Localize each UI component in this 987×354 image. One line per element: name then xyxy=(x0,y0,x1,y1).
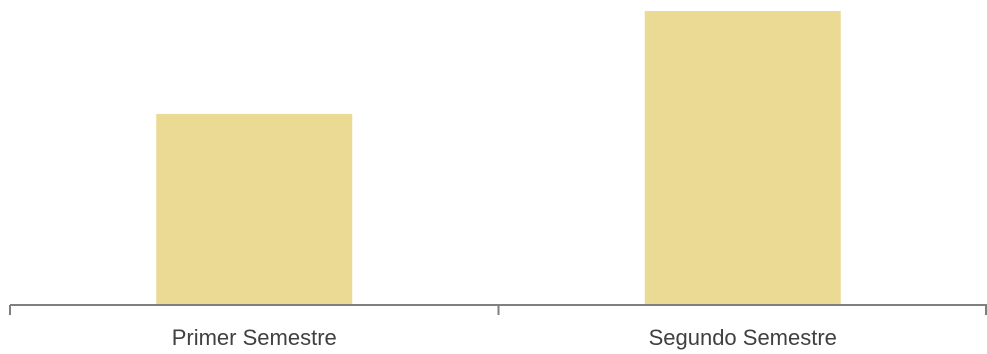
bar-segundo-semestre xyxy=(644,11,841,305)
bar-primer-semestre xyxy=(156,113,353,306)
x-axis-ticks xyxy=(9,305,987,315)
x-axis-labels: Primer Semestre Segundo Semestre xyxy=(172,325,837,350)
x-tick-label: Primer Semestre xyxy=(172,325,337,350)
bars-group xyxy=(156,11,841,306)
x-tick-label: Segundo Semestre xyxy=(649,325,837,350)
